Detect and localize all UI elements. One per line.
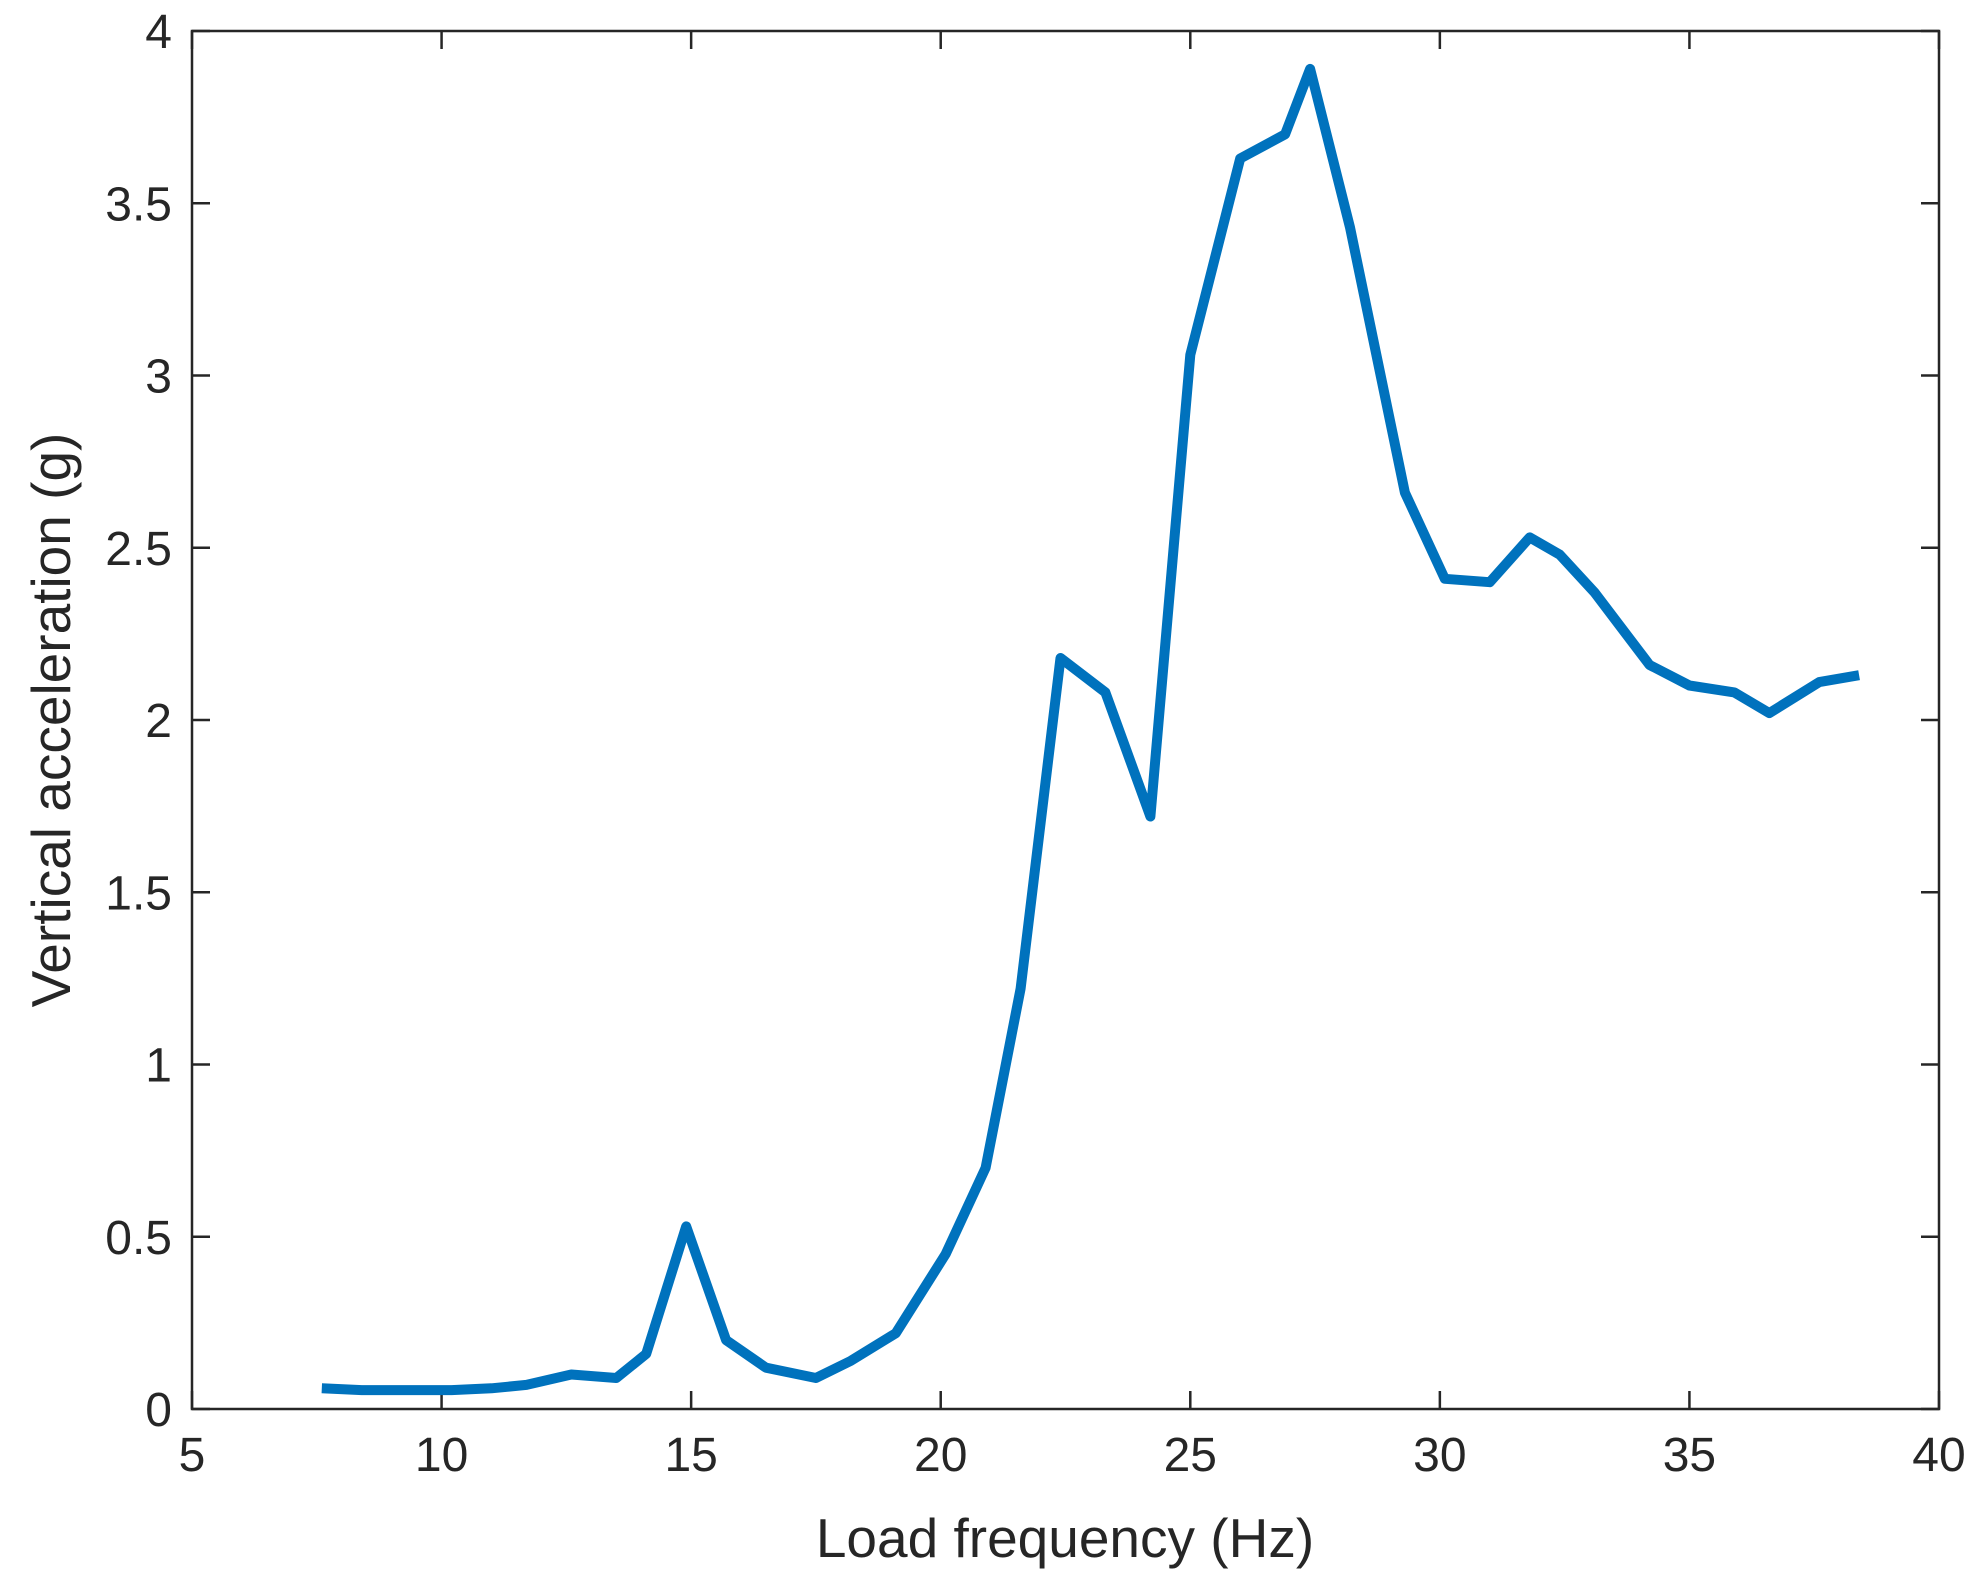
y-tick-label: 0.5 bbox=[105, 1212, 172, 1265]
x-tick-label: 10 bbox=[415, 1429, 468, 1482]
y-tick-label: 3 bbox=[145, 351, 172, 404]
y-tick-label: 3.5 bbox=[105, 178, 172, 231]
x-tick-label: 15 bbox=[664, 1429, 717, 1482]
x-tick-labels: 5 10 15 20 25 30 35 40 bbox=[179, 1429, 1966, 1482]
series-line bbox=[321, 63, 1860, 1396]
y-tick-label: 1 bbox=[145, 1040, 172, 1093]
x-tick-label: 40 bbox=[1912, 1429, 1965, 1482]
x-axis-label: Load frequency (Hz) bbox=[816, 1507, 1314, 1569]
x-tick-label: 30 bbox=[1413, 1429, 1466, 1482]
y-tick-label: 0 bbox=[145, 1384, 172, 1437]
y-axis-label: Vertical acceleration (g) bbox=[20, 433, 82, 1008]
x-tick-label: 5 bbox=[179, 1429, 206, 1482]
y-tick-label: 4 bbox=[145, 6, 172, 59]
plot-background bbox=[192, 31, 1939, 1409]
y-tick-label: 1.5 bbox=[105, 867, 172, 920]
x-tick-label: 20 bbox=[914, 1429, 967, 1482]
axes-box bbox=[190, 29, 1941, 1411]
y-tick-labels: 0 0.5 1 1.5 2 2.5 3 3.5 4 bbox=[105, 6, 172, 1437]
y-tick-label: 2.5 bbox=[105, 523, 172, 576]
x-tick-label: 25 bbox=[1164, 1429, 1217, 1482]
x-tick-label: 35 bbox=[1663, 1429, 1716, 1482]
y-tick-label: 2 bbox=[145, 695, 172, 748]
